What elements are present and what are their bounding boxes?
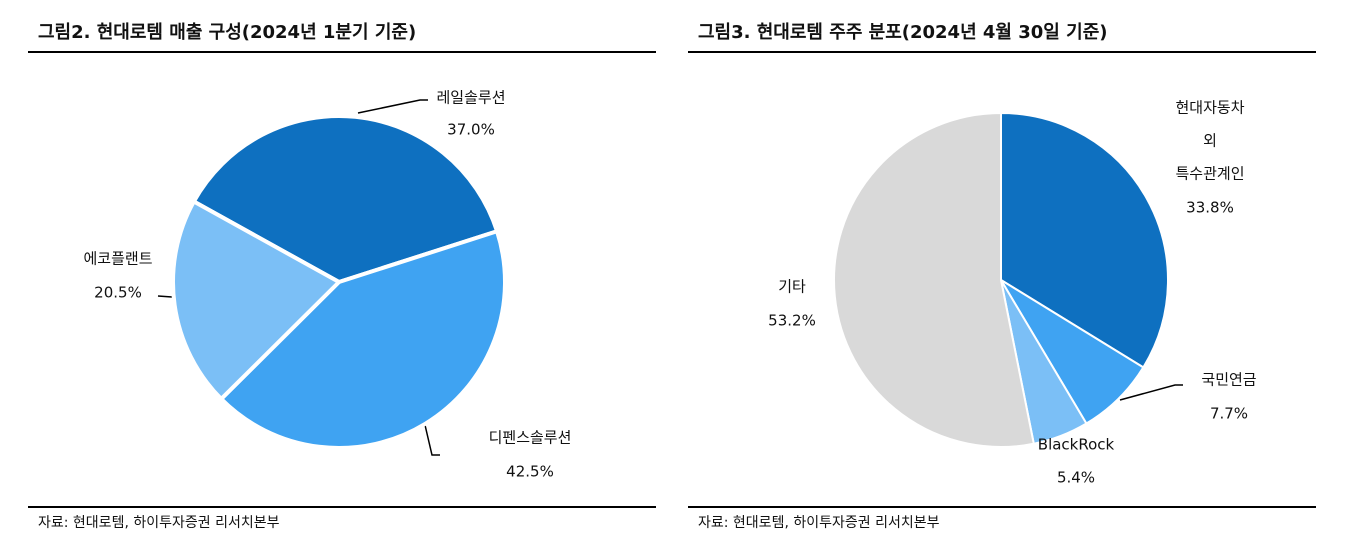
pie-slice [833,111,1035,448]
slice-name: BlackRock [1037,435,1115,454]
slice-name: 현대자동차 외 특수관계인 [1175,98,1245,183]
pie-slice [1000,111,1169,369]
source: 자료: 현대로템, 하이투자증권 리서치본부 [698,515,940,531]
slice-name: 디펜스솔루션 [488,428,572,447]
pie-slice [191,114,500,285]
slice-value: 33.8% [1186,198,1234,217]
slice-value: 37.0% [447,120,495,139]
pie-slice [171,198,343,402]
slice-value: 5.4% [1056,468,1096,487]
slice-value: 42.5% [506,462,554,481]
pie-slice [218,228,507,450]
slice-value: 20.5% [94,283,142,302]
chart-title: 그림2. 현대로템 매출 구성(2024년 1분기 기준) [38,22,417,43]
slice-name: 레일솔루션 [436,88,506,107]
source: 자료: 현대로템, 하이투자증권 리서치본부 [38,515,280,531]
slice-name: 국민연금 [1201,370,1257,389]
chart-title: 그림3. 현대로템 주주 분포(2024년 4월 30일 기준) [698,22,1108,43]
slice-name: 에코플랜트 [83,249,153,268]
slice-value: 7.7% [1209,404,1249,423]
slice-value: 53.2% [768,311,816,330]
leader-lines [157,99,1183,456]
slice-name: 기타 [778,277,806,296]
